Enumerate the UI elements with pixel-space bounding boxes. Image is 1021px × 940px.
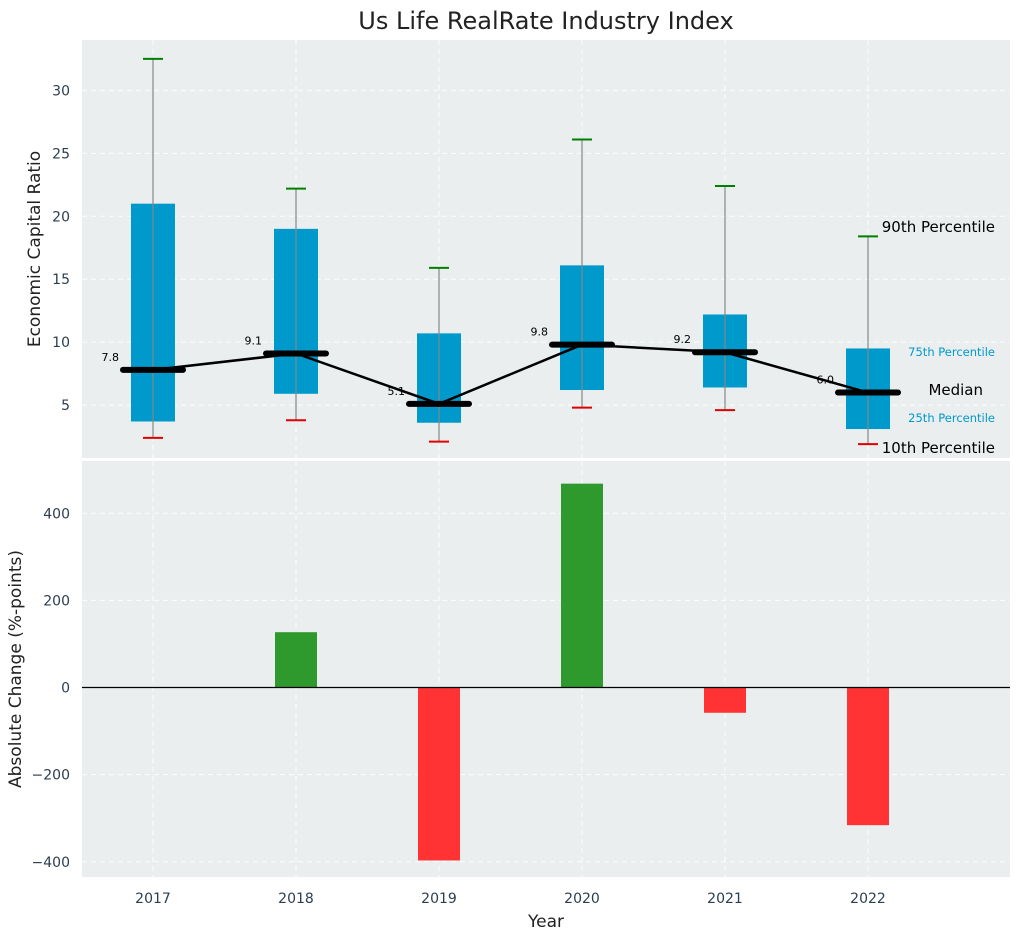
x-tick-label: 2019: [421, 891, 457, 907]
median-value-label: 5.1: [388, 385, 406, 398]
x-tick-label: 2018: [278, 891, 314, 907]
top-marks: 7.8 9.1 5.1 9.8 9.2 6.0: [102, 57, 901, 446]
bottom-y-tick-label: 400: [43, 506, 70, 522]
bottom-panel: −400 −200 0 200 400 2017 2018 2019 2020 2021 2022…: [6, 461, 1010, 932]
bar-positive: [561, 483, 603, 688]
median-value-label: 7.8: [102, 351, 120, 364]
top-y-tick-label: 5: [61, 398, 70, 414]
x-ticks: 2017 2018 2019 2020 2021 2022: [135, 891, 886, 907]
bar-negative: [704, 687, 746, 713]
bottom-y-ticks: −400 −200 0 200 400: [32, 506, 70, 870]
annotation-median: Median: [928, 381, 983, 399]
annotation-25th-percentile: 25th Percentile: [908, 411, 995, 425]
top-panel: 5 10 15 20 25 30 7.8 9.1 5.1 9.8 9.2 6.0 90th Perc…: [25, 40, 1010, 458]
bottom-y-tick-label: −200: [32, 768, 70, 784]
x-tick-label: 2021: [707, 891, 743, 907]
top-y-tick-label: 20: [52, 209, 70, 225]
annotation-75th-percentile: 75th Percentile: [908, 345, 995, 359]
top-annotations: 90th Percentile 75th Percentile Median 2…: [882, 218, 995, 457]
top-y-ticks: 5 10 15 20 25 30: [52, 83, 70, 414]
bar-positive: [275, 632, 317, 688]
top-y-tick-label: 25: [52, 146, 70, 162]
bottom-y-axis-label: Absolute Change (%-points): [6, 550, 26, 788]
median-value-label: 9.8: [531, 326, 549, 339]
x-tick-label: 2017: [135, 891, 171, 907]
bottom-marks: [82, 483, 1010, 861]
top-y-tick-label: 10: [52, 335, 70, 351]
top-y-tick-label: 30: [52, 83, 70, 99]
bar-negative: [847, 687, 889, 826]
bar-negative: [418, 687, 460, 861]
median-value-label: 9.2: [674, 333, 692, 346]
top-y-tick-label: 15: [52, 272, 70, 288]
bottom-y-tick-label: −400: [32, 855, 70, 871]
x-tick-label: 2020: [564, 891, 600, 907]
chart-title: Us Life RealRate Industry Index: [358, 7, 733, 35]
bottom-y-tick-label: 200: [43, 593, 70, 609]
top-y-axis-label: Economic Capital Ratio: [25, 151, 45, 347]
annotation-90th-percentile: 90th Percentile: [882, 218, 995, 236]
median-value-label: 6.0: [817, 374, 835, 387]
annotation-10th-percentile: 10th Percentile: [882, 439, 995, 457]
bottom-y-tick-label: 0: [61, 681, 70, 697]
x-tick-label: 2022: [850, 891, 886, 907]
median-value-label: 9.1: [245, 335, 263, 348]
x-axis-label: Year: [527, 912, 564, 932]
